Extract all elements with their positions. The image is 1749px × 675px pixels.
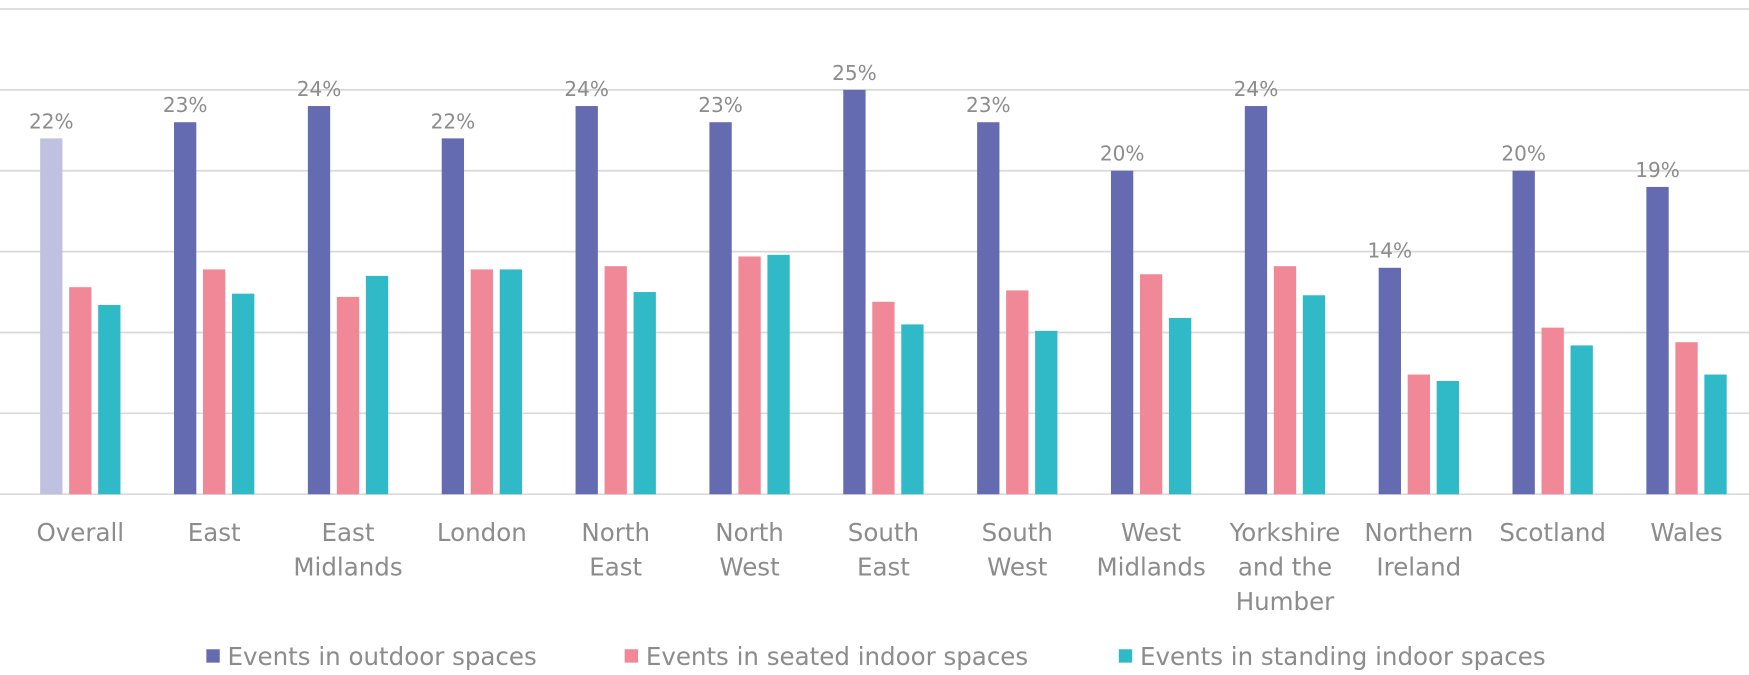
bar (98, 304, 121, 495)
bar (470, 269, 494, 495)
legend-label: Events in outdoor spaces (228, 642, 537, 671)
bar (767, 254, 790, 495)
x-tick-label: North West (715, 518, 784, 582)
x-tick-label: Scotland (1499, 518, 1606, 547)
x-tick-label: West Midlands (1097, 518, 1206, 582)
x-tick-label: Northern Ireland (1364, 518, 1473, 582)
bar (1704, 374, 1727, 495)
bar (441, 138, 465, 495)
data-label: 24% (297, 77, 342, 101)
bar (901, 324, 924, 495)
x-tick-label: London (437, 518, 527, 547)
x-tick-label: East (188, 518, 241, 547)
data-label: 23% (163, 93, 208, 117)
data-label: 22% (431, 109, 476, 133)
bar (174, 122, 197, 495)
bar (69, 287, 92, 495)
legend-label: Events in standing indoor spaces (1140, 642, 1546, 671)
x-tick-label: South West (982, 518, 1053, 582)
bar (1302, 295, 1326, 495)
bar (977, 122, 1000, 495)
bar (872, 301, 895, 495)
bar (336, 296, 360, 495)
bar (1512, 170, 1535, 495)
legend-swatch (206, 649, 220, 663)
bar (1378, 267, 1401, 495)
legend-label: Events in seated indoor spaces (646, 642, 1028, 671)
bar (709, 122, 732, 495)
bar (575, 106, 598, 495)
data-label: 20% (1501, 142, 1546, 166)
bar (1006, 290, 1029, 495)
bar (1035, 330, 1058, 495)
bar (1168, 317, 1192, 495)
x-tick-label: East Midlands (293, 518, 402, 582)
bar (1570, 345, 1593, 495)
bar (1273, 266, 1297, 495)
data-label: 23% (698, 93, 743, 117)
data-label: 19% (1635, 158, 1680, 182)
legend-swatch (624, 649, 639, 663)
bar (40, 138, 63, 495)
bar (1436, 381, 1459, 495)
bar (1139, 274, 1163, 495)
bar (1541, 327, 1564, 495)
legend-swatch (1118, 649, 1133, 663)
x-tick-label: South East (848, 518, 919, 582)
x-tick-label: Yorkshire and the Humber (1229, 518, 1341, 616)
x-tick-label: Wales (1650, 518, 1722, 547)
data-label: 23% (966, 93, 1011, 117)
bar (633, 292, 656, 495)
bar (203, 269, 226, 495)
bar (1244, 106, 1268, 495)
data-label: 24% (564, 77, 609, 101)
bar (604, 266, 627, 495)
x-tick-label: Overall (36, 518, 124, 547)
x-tick-label: North East (581, 518, 650, 582)
data-label: 25% (832, 61, 877, 85)
data-label: 22% (29, 109, 74, 133)
bar (1110, 170, 1134, 495)
bar (843, 89, 866, 495)
bar (232, 293, 255, 495)
bar (738, 256, 761, 495)
data-label: 14% (1368, 239, 1413, 263)
bar (307, 106, 331, 495)
data-label: 24% (1234, 77, 1279, 101)
bar (365, 275, 389, 495)
bar (1675, 342, 1698, 495)
bar (1407, 374, 1430, 495)
bar (499, 269, 523, 495)
bar (1646, 186, 1669, 495)
data-label: 20% (1100, 142, 1145, 166)
